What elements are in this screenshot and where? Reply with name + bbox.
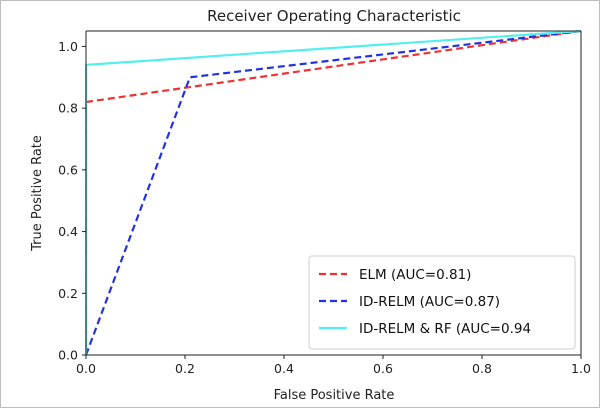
x-axis-label: False Positive Rate	[274, 388, 395, 403]
y-tick-label: 1.0	[58, 39, 78, 54]
legend-label-1: ELM (AUC=0.81)	[359, 267, 471, 283]
legend-box	[308, 255, 576, 350]
x-tick-label: 0.2	[175, 361, 195, 376]
x-tick-label: 0.6	[373, 361, 393, 376]
x-tick-label: 0.8	[472, 361, 492, 376]
y-tick-label: 0.2	[58, 286, 78, 301]
x-tick-label: 0.0	[76, 361, 96, 376]
chart-title: Receiver Operating Characteristic	[207, 7, 461, 25]
y-tick-label: 0.8	[58, 101, 78, 116]
legend-label-3: ID-RELM & RF (AUC=0.94	[359, 321, 531, 337]
x-tick-label: 1.0	[571, 361, 591, 376]
y-tick-label: 0.0	[58, 348, 78, 363]
y-axis-label: True Positive Rate	[30, 135, 45, 252]
y-tick-label: 0.4	[58, 224, 78, 239]
legend-label-2: ID-RELM (AUC=0.87)	[359, 294, 500, 310]
x-tick-label: 0.4	[274, 361, 294, 376]
y-tick-label: 0.6	[58, 162, 78, 177]
